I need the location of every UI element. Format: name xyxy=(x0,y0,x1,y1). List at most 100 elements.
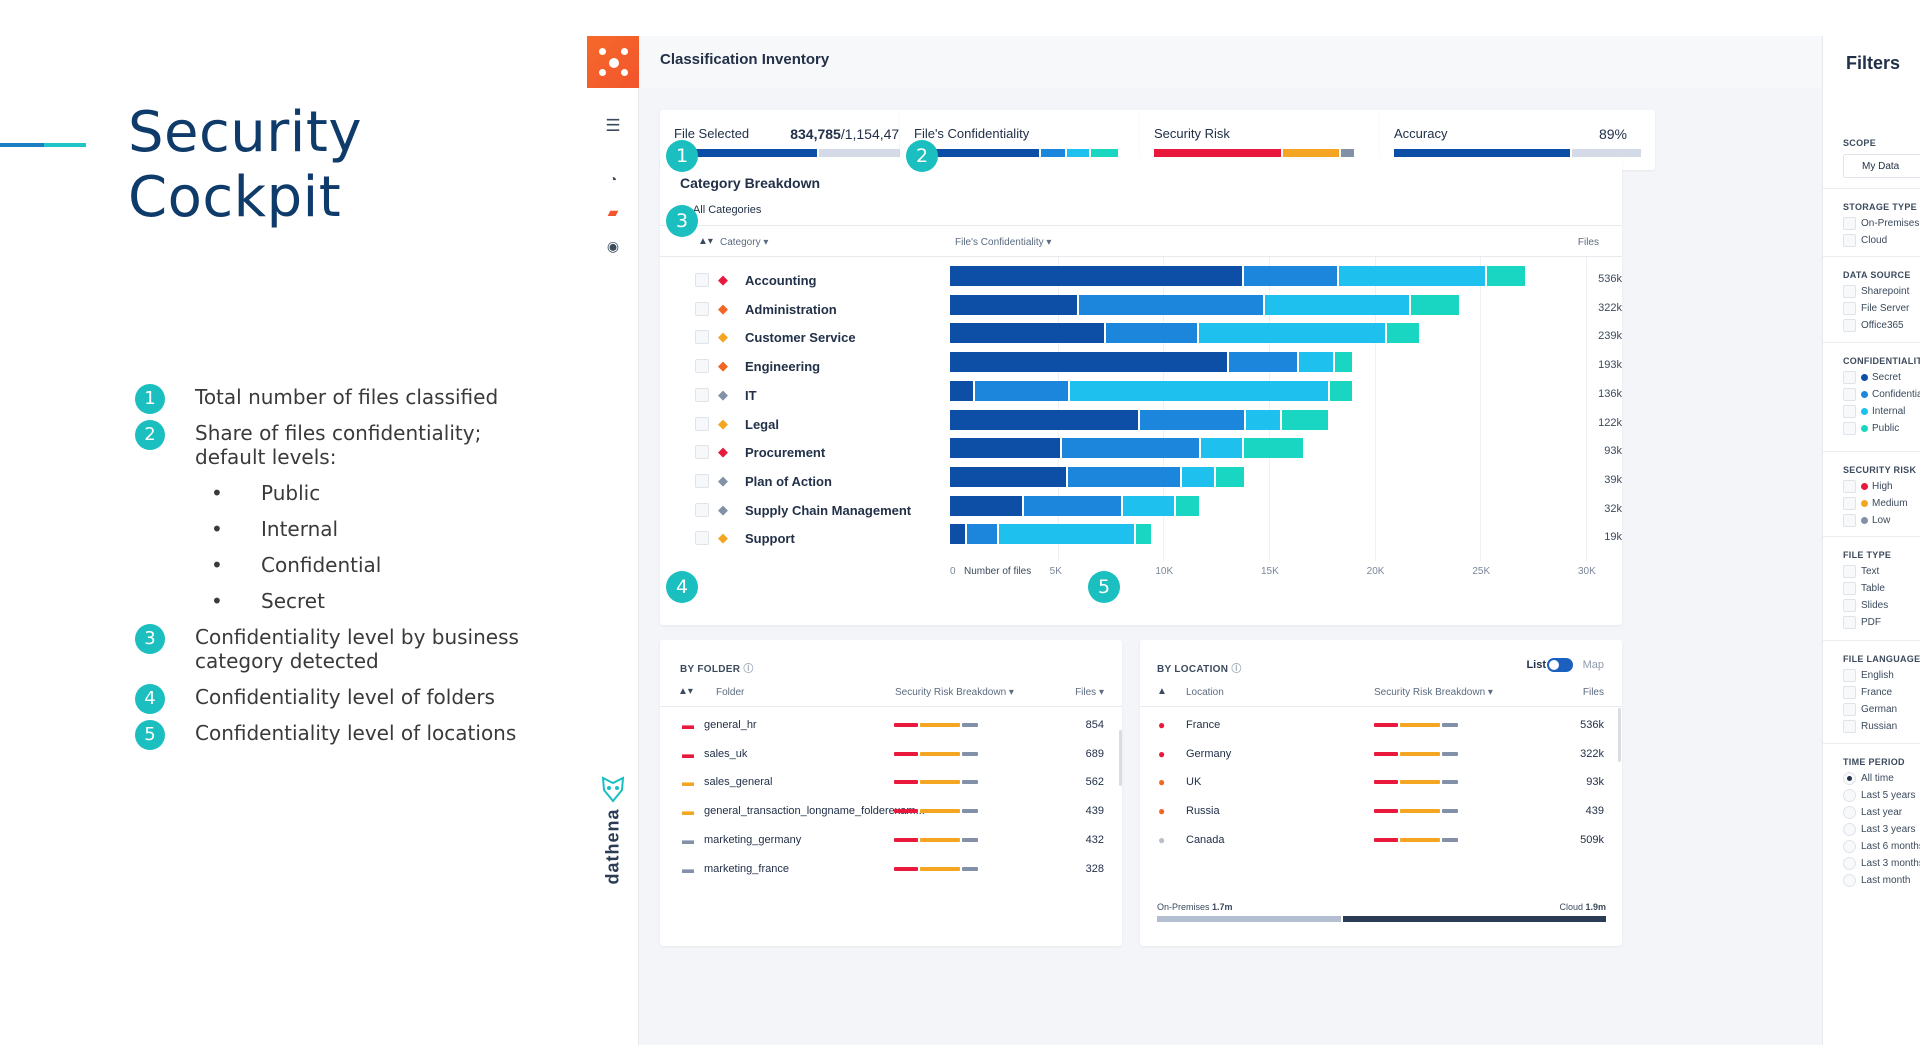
confidentiality-bar[interactable] xyxy=(950,495,1201,516)
filter-checkbox[interactable] xyxy=(1843,234,1856,247)
folder-row[interactable]: ▬ general_transaction_longname_folderexam… xyxy=(660,792,1122,828)
row-checkbox[interactable] xyxy=(695,416,709,431)
category-row[interactable]: ◆ Administration 322k xyxy=(660,290,1622,326)
filter-checkbox[interactable] xyxy=(1843,285,1856,298)
app-logo[interactable] xyxy=(587,36,639,88)
security-risk-bar[interactable] xyxy=(1374,809,1474,814)
filter-option[interactable]: Last year xyxy=(1843,806,1902,820)
category-row[interactable]: ◆ Support 19k xyxy=(660,519,1622,555)
filter-option[interactable]: France xyxy=(1843,686,1892,700)
row-checkbox[interactable] xyxy=(695,502,709,517)
filter-option[interactable]: Last 6 months xyxy=(1843,840,1920,854)
location-row[interactable]: ● Germany 322k xyxy=(1140,735,1622,771)
location-row[interactable]: ● France 536k xyxy=(1140,706,1622,742)
filter-checkbox[interactable] xyxy=(1843,686,1856,699)
sort-alert-icon[interactable]: ▲▾ xyxy=(678,686,693,697)
filter-checkbox[interactable] xyxy=(1843,669,1856,682)
folder-row[interactable]: ▬ marketing_germany 432 xyxy=(660,821,1122,857)
location-row[interactable]: ● UK 93k xyxy=(1140,763,1622,799)
category-row[interactable]: ◆ Accounting 536k xyxy=(660,261,1622,297)
toggle-map-label[interactable]: Map xyxy=(1582,659,1604,671)
confidentiality-bar[interactable] xyxy=(950,409,1330,430)
scrollbar[interactable] xyxy=(1618,708,1621,762)
toggle-list-label[interactable]: List xyxy=(1526,659,1546,671)
scope-select[interactable]: My Data xyxy=(1843,154,1920,178)
filter-option[interactable]: Public xyxy=(1843,422,1899,436)
confidentiality-bar[interactable] xyxy=(950,352,1354,373)
column-header-risk[interactable]: Security Risk Breakdown ▾ xyxy=(895,687,1014,698)
row-checkbox[interactable] xyxy=(695,273,709,287)
folder-row[interactable]: ▬ sales_general 562 xyxy=(660,763,1122,799)
category-row[interactable]: ◆ Engineering 193k xyxy=(660,347,1622,383)
folder-row[interactable]: ▬ sales_uk 689 xyxy=(660,735,1122,771)
info-icon[interactable]: ⓘ xyxy=(743,664,754,675)
security-risk-bar[interactable] xyxy=(894,751,994,756)
filter-checkbox[interactable] xyxy=(1843,599,1856,612)
confidentiality-bar[interactable] xyxy=(950,524,1153,545)
filter-option[interactable]: English xyxy=(1843,669,1894,683)
security-risk-bar[interactable] xyxy=(1374,751,1474,756)
filter-checkbox[interactable] xyxy=(1843,422,1856,435)
filter-option[interactable]: Secret xyxy=(1843,371,1901,385)
filter-option[interactable]: Last month xyxy=(1843,874,1910,888)
filter-checkbox[interactable] xyxy=(1843,319,1856,332)
category-row[interactable]: ◆ Legal 122k xyxy=(660,405,1622,441)
filter-option[interactable]: File Server xyxy=(1843,302,1909,316)
row-checkbox[interactable] xyxy=(695,473,709,488)
folders-icon[interactable]: ▰ xyxy=(607,204,619,220)
category-row[interactable]: ◆ Plan of Action 39k xyxy=(660,462,1622,498)
filter-checkbox[interactable] xyxy=(1843,302,1856,315)
filter-option[interactable]: Confidential xyxy=(1843,388,1920,402)
security-risk-bar[interactable] xyxy=(894,837,994,842)
security-risk-bar[interactable] xyxy=(894,723,994,727)
confidentiality-bar[interactable] xyxy=(950,466,1246,487)
filter-checkbox[interactable] xyxy=(1843,497,1856,510)
filter-option[interactable]: On-Premises xyxy=(1843,217,1919,231)
filter-option[interactable]: Internal xyxy=(1843,405,1905,419)
filter-option[interactable]: Cloud xyxy=(1843,234,1887,248)
row-checkbox[interactable] xyxy=(695,445,709,460)
category-row[interactable]: ◆ Supply Chain Management 32k xyxy=(660,491,1622,527)
radio-button[interactable] xyxy=(1843,840,1856,853)
filter-checkbox[interactable] xyxy=(1843,388,1856,401)
category-row[interactable]: ◆ IT 136k xyxy=(660,376,1622,412)
confidentiality-bar[interactable] xyxy=(950,323,1421,344)
filter-checkbox[interactable] xyxy=(1843,720,1856,733)
eye-icon[interactable]: ◉ xyxy=(606,238,620,254)
filter-option[interactable]: Sharepoint xyxy=(1843,285,1909,299)
filter-option[interactable]: Text xyxy=(1843,565,1879,579)
folder-row[interactable]: ▬ marketing_france 328 xyxy=(660,850,1122,886)
category-row[interactable]: ◆ Procurement 93k xyxy=(660,433,1622,469)
filter-option[interactable]: Table xyxy=(1843,582,1885,596)
column-header-files[interactable]: Files ▾ xyxy=(1075,687,1104,698)
row-checkbox[interactable] xyxy=(695,531,709,546)
filter-option[interactable]: Last 3 years xyxy=(1843,823,1915,837)
radio-button[interactable] xyxy=(1843,874,1856,887)
filter-checkbox[interactable] xyxy=(1843,405,1856,418)
radio-button[interactable] xyxy=(1843,806,1856,819)
filter-option[interactable]: Last 5 years xyxy=(1843,789,1915,803)
location-row[interactable]: ● Russia 439 xyxy=(1140,792,1622,828)
row-checkbox[interactable] xyxy=(695,330,709,345)
category-row[interactable]: ◆ Customer Service 239k xyxy=(660,318,1622,354)
row-checkbox[interactable] xyxy=(695,359,709,374)
column-header-category[interactable]: Category ▾ xyxy=(720,237,769,248)
filter-option[interactable]: All time xyxy=(1843,772,1894,786)
filter-option[interactable]: Low xyxy=(1843,514,1890,528)
location-row[interactable]: ● Canada 509k xyxy=(1140,821,1622,857)
radio-button[interactable] xyxy=(1843,857,1856,870)
row-checkbox[interactable] xyxy=(695,387,709,402)
filter-option[interactable]: German xyxy=(1843,703,1897,717)
security-risk-bar[interactable] xyxy=(1374,723,1474,727)
filter-option[interactable]: PDF xyxy=(1843,616,1881,630)
confidentiality-bar[interactable] xyxy=(950,294,1461,315)
scrollbar[interactable] xyxy=(1119,730,1122,786)
filter-checkbox[interactable] xyxy=(1843,514,1856,527)
filter-checkbox[interactable] xyxy=(1843,371,1856,384)
row-checkbox[interactable] xyxy=(695,301,709,316)
security-risk-bar[interactable] xyxy=(894,780,994,785)
confidentiality-bar[interactable] xyxy=(950,266,1527,286)
column-header-confidentiality[interactable]: File's Confidentiality ▾ xyxy=(955,237,1052,248)
folder-row[interactable]: ▬ general_hr 854 xyxy=(660,706,1122,742)
filter-option[interactable]: Slides xyxy=(1843,599,1888,613)
